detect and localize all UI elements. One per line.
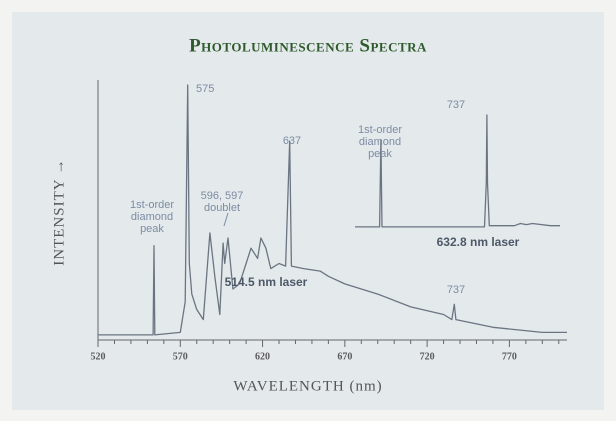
spectrum-line: [355, 114, 560, 228]
annotation: peak: [368, 148, 392, 160]
annotation: 514.5 nm laser: [225, 275, 308, 289]
annotation: 1st-order: [130, 199, 174, 211]
annotation: diamond: [131, 211, 173, 223]
y-axis-label: INTENSITY →: [51, 158, 67, 266]
annotation: 596, 597: [201, 190, 244, 202]
chart-title: Photoluminescence Spectra: [189, 35, 427, 56]
annotation: doublet: [204, 202, 240, 214]
annotation: peak: [140, 223, 164, 235]
annotation: 575: [196, 83, 214, 95]
annotation: 737: [447, 99, 465, 111]
annotation: diamond: [359, 136, 401, 148]
x-tick-label: 670: [337, 351, 352, 362]
annotation: 1st-order: [358, 124, 402, 136]
annotation: 632.8 nm laser: [437, 235, 520, 249]
annotation: 737: [447, 284, 465, 296]
x-tick-label: 720: [420, 351, 435, 362]
panel: [12, 12, 604, 410]
leader-line: [223, 212, 229, 227]
x-tick-label: 570: [173, 351, 188, 362]
x-tick-label: 520: [91, 351, 106, 362]
spectrum-line: [98, 84, 567, 336]
x-tick-label: 770: [502, 351, 517, 362]
x-tick-label: 620: [255, 351, 270, 362]
annotation: 637: [283, 135, 301, 147]
x-axis-label: WAVELENGTH (nm): [233, 378, 382, 394]
